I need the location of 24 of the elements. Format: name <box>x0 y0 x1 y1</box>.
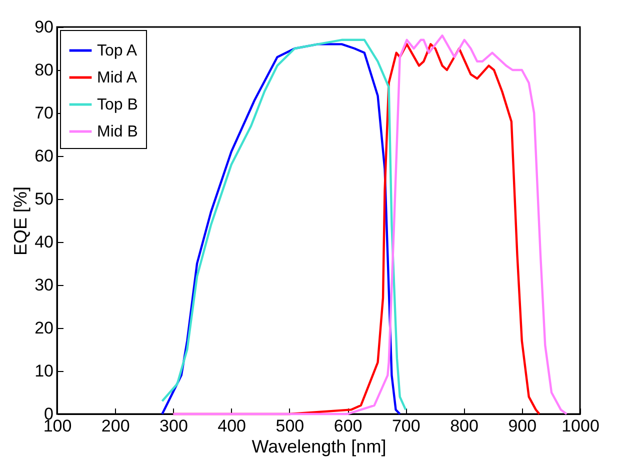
y-tick-label: 30 <box>34 276 54 294</box>
x-tick-label: 700 <box>392 416 420 436</box>
x-tick-label: 400 <box>218 416 246 436</box>
y-tick-label: 90 <box>34 18 54 36</box>
legend-label: Mid A <box>97 70 138 86</box>
x-axis-title: Wavelength [nm] <box>252 436 386 456</box>
x-tick-label: 300 <box>160 416 188 436</box>
y-tick-label: 10 <box>34 362 54 380</box>
y-tick-label: 70 <box>34 104 54 122</box>
legend-label: Top B <box>97 96 138 114</box>
legend-label: Top A <box>97 42 138 60</box>
x-tick-label: 900 <box>508 416 537 436</box>
legend-label: Mid B <box>97 124 138 140</box>
x-tick-label: 800 <box>450 416 478 436</box>
x-tick-label: 600 <box>334 416 362 436</box>
y-tick-label: 50 <box>34 190 54 208</box>
x-tick-label: 1000 <box>562 416 600 436</box>
y-tick-label: 60 <box>34 146 54 166</box>
y-tick-label: 80 <box>34 60 54 80</box>
x-tick-label: 500 <box>276 416 304 436</box>
y-tick-label: 40 <box>34 232 54 252</box>
y-axis-title: EQE [%] <box>10 186 31 256</box>
x-tick-label: 200 <box>101 416 130 436</box>
y-tick-label: 20 <box>34 318 54 338</box>
